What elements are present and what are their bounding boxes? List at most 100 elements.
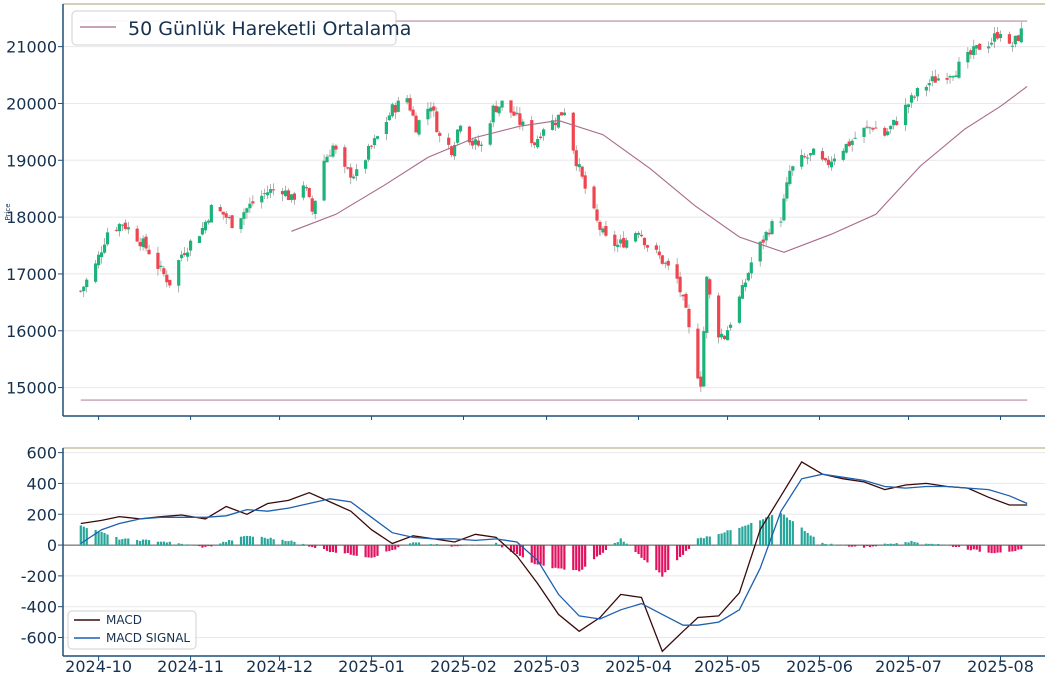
candle-up [141, 238, 145, 248]
candle-down [408, 98, 412, 111]
ma-legend-label: 50 Günlük Hareketli Ortalama [128, 18, 411, 40]
candle-down [933, 76, 937, 83]
histogram-bar-positive [782, 514, 786, 546]
histogram-bar-negative [598, 545, 602, 555]
candle-down [847, 141, 851, 147]
candle-down [230, 215, 234, 229]
histogram-bar-negative [325, 545, 329, 551]
histogram-bar-positive [103, 532, 106, 546]
candle-up [764, 231, 768, 241]
histogram-bar-negative [658, 545, 661, 573]
candle-down [912, 96, 917, 98]
candle-up [188, 240, 193, 251]
candle-down [224, 213, 228, 218]
histogram-bar-positive [729, 530, 732, 546]
candle-up [844, 143, 848, 153]
histogram-bar-positive [121, 539, 124, 546]
candle-down [168, 279, 172, 286]
histogram-bar-negative [969, 545, 972, 551]
histogram-bar-positive [219, 543, 222, 546]
histogram-bar-positive [613, 542, 616, 546]
histogram-bar-negative [655, 545, 658, 571]
macd-ytick-label: 0 [47, 536, 57, 555]
candle-up [1010, 45, 1014, 47]
candle-down [346, 167, 350, 169]
histogram-bar-negative [975, 545, 978, 550]
candle-down [393, 105, 397, 113]
histogram-bar-positive [827, 544, 830, 546]
candle-down [79, 290, 83, 292]
candle-up [743, 282, 747, 288]
histogram-bar-positive [803, 531, 806, 546]
candle-down [583, 175, 587, 189]
histogram-bar-negative [1011, 545, 1014, 552]
histogram-bar-negative [500, 545, 504, 548]
histogram-bar-positive [272, 539, 275, 546]
histogram-bar-negative [999, 545, 1002, 553]
candle-down [1016, 35, 1020, 41]
candle-up [245, 208, 249, 213]
candle-up [355, 169, 359, 176]
x-tick-label: 2025-08 [967, 657, 1034, 676]
candle-up [809, 153, 813, 156]
histogram-bar-positive [812, 536, 815, 546]
candle-up [263, 193, 267, 195]
histogram-bar-negative [1017, 545, 1020, 550]
histogram-bar-negative [1014, 545, 1017, 552]
candle-down [622, 237, 626, 248]
histogram-bar-positive [290, 540, 293, 546]
histogram-bar-negative [560, 545, 563, 569]
candle-up [770, 221, 774, 235]
candle-up [117, 223, 121, 232]
candle-down [995, 32, 1000, 39]
candle-down [678, 276, 682, 293]
candle-up [458, 125, 463, 132]
candle-up [283, 190, 288, 197]
candle-down [642, 237, 647, 246]
histogram-bar-negative [868, 545, 872, 548]
candle-up [260, 195, 264, 203]
histogram-bar-positive [429, 544, 432, 546]
histogram-bar-negative [515, 545, 519, 555]
candle-up [396, 100, 400, 112]
candle-up [384, 122, 388, 135]
histogram-bar-positive [165, 542, 168, 546]
candle-up [206, 220, 210, 223]
histogram-bar-positive [266, 538, 269, 546]
candle-down [574, 150, 578, 167]
histogram-bar-negative [592, 545, 596, 560]
histogram-bar-positive [417, 542, 421, 546]
histogram-bar-positive [489, 544, 492, 546]
macd-lines [80, 461, 1028, 653]
histogram-bar-negative [394, 545, 397, 550]
histogram-bar-negative [477, 545, 480, 546]
macd-line [80, 461, 1028, 653]
histogram-bar-positive [622, 541, 625, 546]
candle-down [138, 241, 142, 247]
histogram-bar-negative [862, 545, 866, 548]
histogram-bar-positive [750, 522, 753, 546]
candle-up [806, 157, 810, 159]
histogram-bar-positive [411, 542, 415, 546]
histogram-bar-negative [554, 545, 557, 568]
histogram-bar-negative [966, 545, 969, 550]
histogram-bar-positive [260, 536, 263, 546]
candle-up [239, 218, 243, 230]
candle-down [114, 229, 119, 231]
histogram-bar-negative [352, 545, 355, 556]
histogram-bar-positive [248, 536, 252, 546]
candle-up [886, 131, 890, 135]
histogram-bar-positive [414, 542, 418, 546]
candle-up [200, 228, 205, 235]
histogram-bar-negative [951, 545, 955, 547]
histogram-bar-negative [848, 545, 851, 547]
histogram-bar-negative [207, 545, 210, 547]
histogram-bar-negative [667, 545, 670, 570]
candle-down [639, 234, 644, 237]
candle-down [467, 126, 472, 143]
candles [79, 21, 1023, 393]
candle-up [924, 86, 928, 91]
histogram-bar-positive [159, 541, 163, 546]
candle-up [906, 104, 911, 107]
histogram-bar-negative [584, 545, 587, 567]
